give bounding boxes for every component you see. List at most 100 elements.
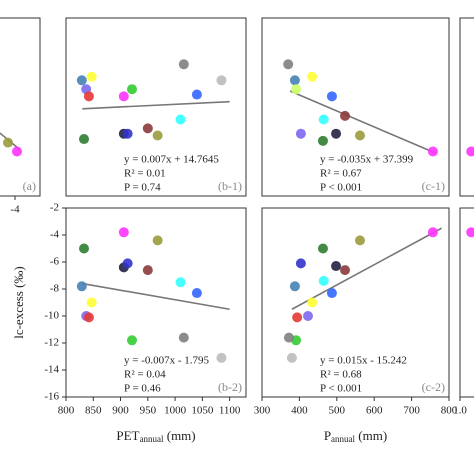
- panel-label: (c-1): [422, 179, 445, 193]
- x-tick-label: -4: [10, 204, 20, 216]
- x-tick-label: 600: [366, 405, 383, 417]
- y-tick-label: -8: [50, 283, 60, 295]
- annotation: P = 0.74: [124, 182, 161, 194]
- point: [318, 114, 329, 125]
- point: [191, 89, 202, 100]
- x-tick-label: 1050: [191, 405, 214, 417]
- trend-line: [82, 282, 230, 311]
- x-tick-label: 800: [58, 405, 75, 417]
- x-tick-label: 1100: [219, 405, 241, 417]
- point: [122, 258, 133, 269]
- point: [76, 75, 87, 86]
- point: [354, 235, 365, 246]
- trend-line: [0, 132, 21, 151]
- annotation: R² = 0.67: [320, 168, 362, 180]
- point: [289, 281, 300, 292]
- annotation: P = 0.46: [124, 383, 161, 395]
- x-axis-label-part: PET: [116, 428, 139, 443]
- point: [152, 235, 163, 246]
- trend-line: [289, 90, 437, 155]
- point: [12, 146, 22, 157]
- annotation: y = -0.035x + 37.399: [320, 154, 414, 166]
- point: [122, 128, 133, 139]
- point: [79, 134, 89, 145]
- plot-frame: [459, 207, 474, 398]
- point: [127, 84, 137, 95]
- point: [427, 146, 438, 157]
- plot-frame: [459, 17, 474, 197]
- trend-line: [291, 227, 442, 310]
- y-tick-label: -16: [44, 391, 59, 403]
- point: [317, 243, 328, 254]
- y-tick-label: -2: [50, 202, 59, 214]
- point: [326, 288, 337, 299]
- point: [175, 114, 186, 125]
- x-tick-label: 850: [85, 405, 102, 417]
- annotation: y = 0.007x + 14.7645: [124, 154, 219, 166]
- point: [175, 277, 186, 288]
- point: [326, 91, 337, 102]
- plot-frame: [0, 17, 41, 197]
- point: [178, 332, 189, 343]
- x-axis-label-part: annual: [139, 434, 163, 444]
- annotation: R² = 0.01: [124, 168, 166, 180]
- x-axis-label-part: P: [324, 428, 331, 443]
- annotation: y = 0.015x - 15.242: [320, 355, 407, 367]
- point: [289, 75, 300, 86]
- plot-frame: [65, 17, 247, 197]
- x-tick-label: 800: [441, 405, 458, 417]
- point: [295, 258, 306, 269]
- point: [142, 265, 153, 276]
- point: [354, 130, 365, 141]
- y-tick-label: -6: [50, 256, 60, 268]
- point: [303, 311, 314, 321]
- point: [118, 227, 129, 238]
- point: [216, 75, 227, 86]
- x-axis-label-part: annual: [331, 434, 355, 444]
- point: [216, 352, 227, 363]
- annotation: y = -0.007x - 1.795: [124, 355, 210, 367]
- annotation: R² = 0.04: [124, 369, 166, 381]
- point: [466, 227, 474, 238]
- point: [295, 128, 306, 139]
- y-tick-label: -14: [44, 364, 59, 376]
- point: [79, 243, 89, 254]
- point: [127, 335, 137, 346]
- plot-frame: [261, 207, 450, 398]
- point: [83, 312, 94, 323]
- panel-label: (b-1): [218, 179, 242, 193]
- point: [83, 91, 94, 102]
- x-tick-label: 400: [291, 405, 308, 417]
- plot-frame: [65, 207, 247, 398]
- y-tick-label: -12: [44, 337, 59, 349]
- point: [152, 130, 163, 141]
- annotation: P < 0.001: [320, 383, 362, 395]
- point: [283, 332, 294, 343]
- point: [3, 137, 13, 148]
- point: [118, 91, 129, 102]
- panel-label: (c-2): [422, 380, 445, 394]
- y-tick-label: -4: [50, 229, 60, 241]
- point: [317, 135, 328, 146]
- y-tick-label: -10: [44, 310, 59, 322]
- panel-label: (b-2): [218, 380, 242, 394]
- point: [286, 352, 297, 363]
- x-tick-label: 1000: [164, 405, 187, 417]
- point: [291, 84, 302, 95]
- x-tick-label: 500: [329, 405, 346, 417]
- annotation: P < 0.001: [320, 182, 362, 194]
- point: [307, 297, 318, 308]
- plot-frame: [261, 17, 450, 197]
- x-axis-label-part: (mm): [355, 428, 387, 443]
- x-axis-label-part: (mm): [163, 428, 195, 443]
- x-tick-label: 900: [112, 405, 129, 417]
- point: [191, 288, 202, 299]
- panel-label: (a): [23, 179, 36, 193]
- point: [307, 71, 318, 82]
- point: [76, 281, 87, 292]
- point: [340, 110, 351, 121]
- point: [340, 265, 351, 276]
- point: [283, 59, 294, 70]
- point: [427, 227, 438, 238]
- x-tick-label: 950: [140, 405, 157, 417]
